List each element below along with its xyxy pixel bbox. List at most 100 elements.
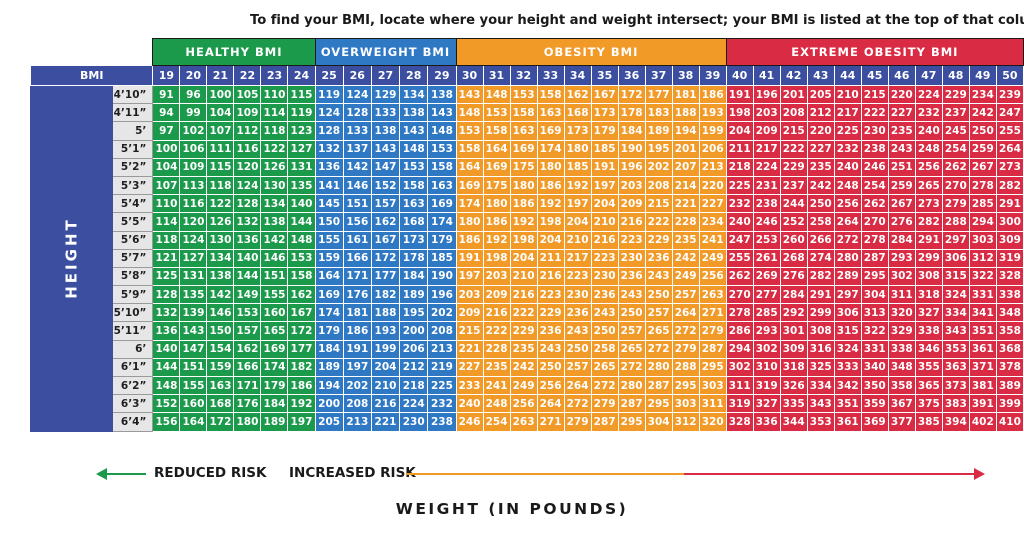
weight-cell: 197 xyxy=(342,357,372,378)
weight-cell: 250 xyxy=(590,321,619,341)
weight-cell: 316 xyxy=(806,339,835,359)
weight-cell: 325 xyxy=(806,357,835,378)
bmi-value-header: 34 xyxy=(563,65,592,86)
weight-cell: 249 xyxy=(698,248,727,268)
weight-cell: 263 xyxy=(509,412,538,432)
weight-cell: 278 xyxy=(968,175,997,196)
weight-cell: 351 xyxy=(833,394,862,414)
weight-cell: 243 xyxy=(644,266,673,287)
weight-cell: 273 xyxy=(914,194,943,214)
weight-cell: 149 xyxy=(233,285,262,305)
weight-cell: 211 xyxy=(536,248,565,268)
weight-cell: 328 xyxy=(725,412,754,432)
weight-cell: 152 xyxy=(370,175,401,196)
weight-cell: 115 xyxy=(287,84,316,105)
weight-cell: 216 xyxy=(509,285,538,305)
weight-cell: 135 xyxy=(179,285,208,305)
weight-cell: 247 xyxy=(725,230,754,250)
weight-cell: 156 xyxy=(152,412,181,432)
weight-cell: 334 xyxy=(806,375,835,396)
weight-cell: 284 xyxy=(887,230,916,250)
weight-cell: 318 xyxy=(779,357,808,378)
weight-cell: 134 xyxy=(206,248,235,268)
weight-cell: 151 xyxy=(260,266,289,287)
weight-cell: 168 xyxy=(563,103,592,123)
weight-cell: 256 xyxy=(833,194,862,214)
weight-cell: 258 xyxy=(806,212,835,232)
weight-cell: 140 xyxy=(233,248,262,268)
weight-cell: 96 xyxy=(179,84,208,105)
weight-cell: 153 xyxy=(233,303,262,323)
weight-cell: 119 xyxy=(287,103,316,123)
weight-cell: 198 xyxy=(725,103,754,123)
weight-cell: 194 xyxy=(314,375,344,396)
weight-cell: 243 xyxy=(536,339,565,359)
weight-cell: 270 xyxy=(725,285,754,305)
weight-cell: 369 xyxy=(860,412,889,432)
weight-cell: 169 xyxy=(260,339,289,359)
weight-cell: 236 xyxy=(644,248,673,268)
weight-cell: 238 xyxy=(860,139,889,159)
category-header: OBESITY BMI xyxy=(455,38,727,66)
table-row: 5’5” 114 120 126 132 138 144 150 156 162 168 174 180… xyxy=(31,212,1024,232)
weight-cell: 319 xyxy=(995,248,1024,268)
weight-cell: 99 xyxy=(179,103,208,123)
weight-cell: 143 xyxy=(427,103,457,123)
weight-cell: 299 xyxy=(806,303,835,323)
weight-cell: 198 xyxy=(482,248,511,268)
weight-cell: 309 xyxy=(779,339,808,359)
weight-cell: 291 xyxy=(806,285,835,305)
weight-cell: 319 xyxy=(752,375,781,396)
weight-cell: 222 xyxy=(860,103,889,123)
weight-cell: 164 xyxy=(455,157,484,177)
weight-cell: 181 xyxy=(342,303,372,323)
weight-cell: 196 xyxy=(427,285,457,305)
weight-cell: 250 xyxy=(617,303,646,323)
bmi-value-header: 24 xyxy=(287,65,316,86)
weight-cell: 230 xyxy=(563,285,592,305)
weight-cell: 201 xyxy=(671,139,700,159)
weight-cell: 157 xyxy=(233,321,262,341)
bmi-value-header: 25 xyxy=(314,65,344,86)
weight-cell: 225 xyxy=(833,121,862,141)
weight-cell: 192 xyxy=(536,194,565,214)
weight-cell: 189 xyxy=(260,412,289,432)
weight-cell: 148 xyxy=(455,103,484,123)
weight-cell: 306 xyxy=(833,303,862,323)
height-label: 6’2” xyxy=(112,375,154,396)
weight-cell: 159 xyxy=(206,357,235,378)
weight-cell: 191 xyxy=(590,157,619,177)
weight-cell: 155 xyxy=(314,230,344,250)
weight-cell: 129 xyxy=(370,84,401,105)
weight-cell: 171 xyxy=(233,375,262,396)
weight-cell: 227 xyxy=(887,103,916,123)
weight-cell: 365 xyxy=(914,375,943,396)
weight-cell: 221 xyxy=(455,339,484,359)
weight-cell: 192 xyxy=(563,175,592,196)
weight-cell: 278 xyxy=(860,230,889,250)
table-row: 6’2” 148 155 163 171 179 186 194 202 210 218 225 233… xyxy=(31,375,1024,396)
weight-cell: 184 xyxy=(314,339,344,359)
height-label: 5’7” xyxy=(112,248,154,268)
weight-cell: 171 xyxy=(342,266,372,287)
height-label: 5’9” xyxy=(112,285,154,305)
weight-cell: 210 xyxy=(590,212,619,232)
weight-cell: 215 xyxy=(455,321,484,341)
weight-cell: 183 xyxy=(644,103,673,123)
weight-cell: 242 xyxy=(509,357,538,378)
bmi-value-header: 39 xyxy=(698,65,727,86)
weight-cell: 174 xyxy=(455,194,484,214)
weight-cell: 235 xyxy=(509,339,538,359)
weight-cell: 190 xyxy=(427,266,457,287)
table-row: 5’11” 136 143 150 157 165 172 179 186 193 200 208 21… xyxy=(31,321,1024,341)
weight-cell: 181 xyxy=(671,84,700,105)
weight-cell: 159 xyxy=(314,248,344,268)
weight-cell: 272 xyxy=(590,375,619,396)
weight-cell: 180 xyxy=(536,157,565,177)
weight-cell: 155 xyxy=(260,285,289,305)
weight-cell: 282 xyxy=(914,212,943,232)
table-row: 5’3” 107 113 118 124 130 135 141 146 152 158 163 169… xyxy=(31,175,1024,196)
weight-cell: 115 xyxy=(206,157,235,177)
weight-cell: 274 xyxy=(806,248,835,268)
weight-cell: 262 xyxy=(725,266,754,287)
